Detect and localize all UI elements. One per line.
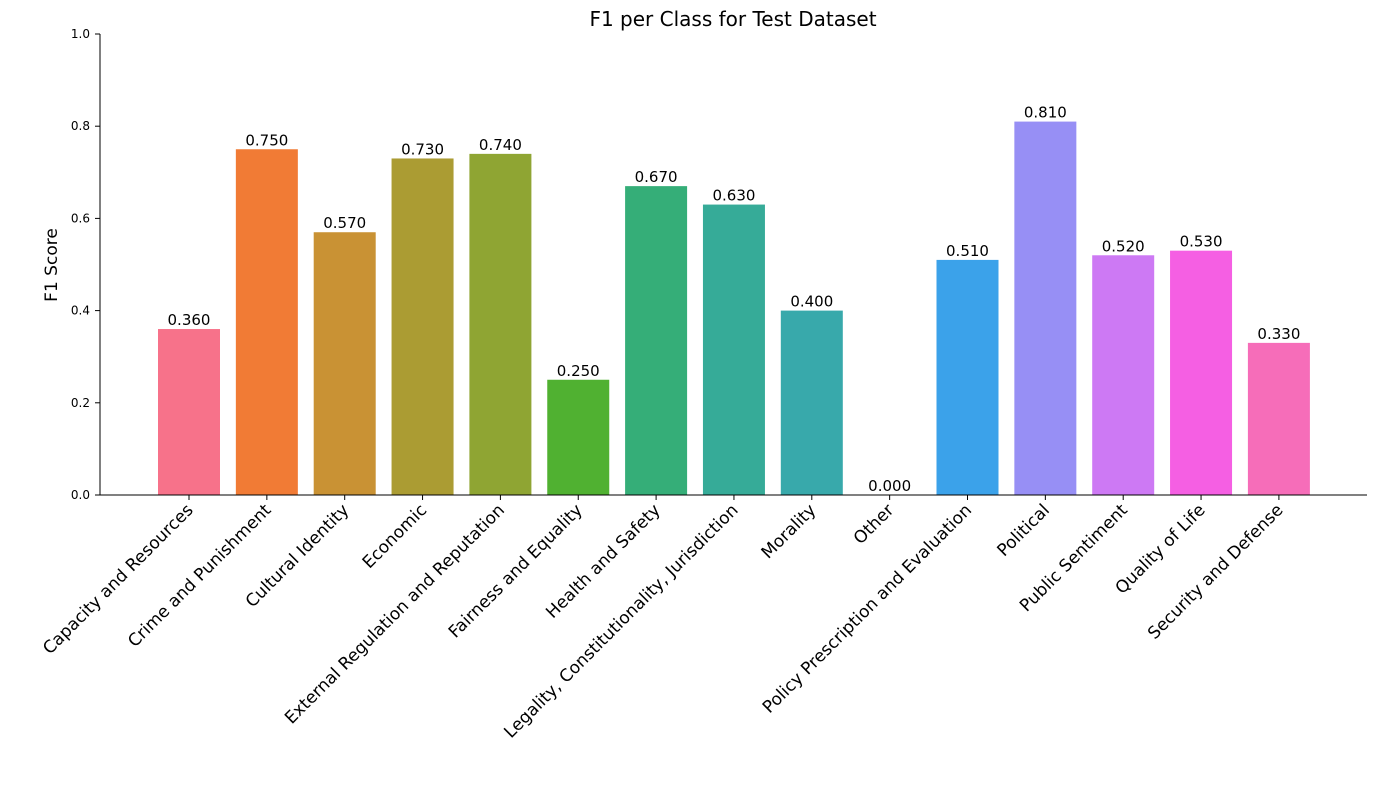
y-ticks-layer: 0.0 0.2 0.4 0.6 0.8 1.0 xyxy=(71,27,100,502)
x-tick-label-0: Capacity and Resources xyxy=(39,500,197,658)
data-label-3: 0.730 xyxy=(401,140,444,158)
data-label-1: 0.750 xyxy=(245,131,288,149)
x-tick-label-9: Other xyxy=(850,500,898,548)
x-tick-label-5: Fairness and Equality xyxy=(445,500,587,642)
data-label-7: 0.630 xyxy=(712,187,755,205)
bar-14 xyxy=(1247,342,1310,495)
x-tick-label-11: Political xyxy=(994,500,1054,560)
x-tick-label-1: Crime and Punishment xyxy=(124,500,275,651)
bar-5 xyxy=(547,379,610,495)
data-label-6: 0.670 xyxy=(635,168,678,186)
y-tick-label-2: 0.4 xyxy=(71,304,90,318)
data-label-2: 0.570 xyxy=(323,214,366,232)
bar-2 xyxy=(313,232,376,496)
data-label-8: 0.400 xyxy=(790,293,833,311)
data-label-9: 0.000 xyxy=(868,477,911,495)
y-tick-label-4: 0.8 xyxy=(71,119,90,133)
y-tick-label-1: 0.2 xyxy=(71,396,90,410)
x-tick-label-3: Economic xyxy=(359,500,431,572)
data-label-12: 0.520 xyxy=(1102,237,1145,255)
data-label-14: 0.330 xyxy=(1257,325,1300,343)
data-label-0: 0.360 xyxy=(168,311,211,329)
bar-10 xyxy=(936,259,999,495)
bar-1 xyxy=(235,149,298,495)
bar-0 xyxy=(158,329,220,495)
data-label-13: 0.530 xyxy=(1180,233,1223,251)
chart-title: F1 per Class for Test Dataset xyxy=(589,7,876,31)
bar-8 xyxy=(780,310,843,495)
data-label-4: 0.740 xyxy=(479,136,522,154)
x-tick-label-14: Security and Defense xyxy=(1144,500,1287,643)
y-tick-label-3: 0.6 xyxy=(71,211,90,225)
bar-6 xyxy=(625,186,688,495)
data-label-11: 0.810 xyxy=(1024,104,1067,122)
bars-layer xyxy=(158,121,1310,496)
data-labels-layer: 0.360 0.750 0.570 0.730 0.740 0.250 0.670 0.630… xyxy=(168,104,1301,495)
bar-7 xyxy=(702,204,765,495)
bar-11 xyxy=(1014,121,1077,495)
bar-13 xyxy=(1170,250,1233,495)
bar-12 xyxy=(1092,255,1155,495)
data-label-5: 0.250 xyxy=(557,362,600,380)
y-axis-label: F1 Score xyxy=(42,228,62,302)
y-tick-label-5: 1.0 xyxy=(71,27,90,41)
y-tick-label-0: 0.0 xyxy=(71,488,90,502)
data-label-10: 0.510 xyxy=(946,242,989,260)
x-tick-label-8: Morality xyxy=(758,500,821,563)
bar-4 xyxy=(469,153,532,496)
bar-3 xyxy=(391,158,454,495)
